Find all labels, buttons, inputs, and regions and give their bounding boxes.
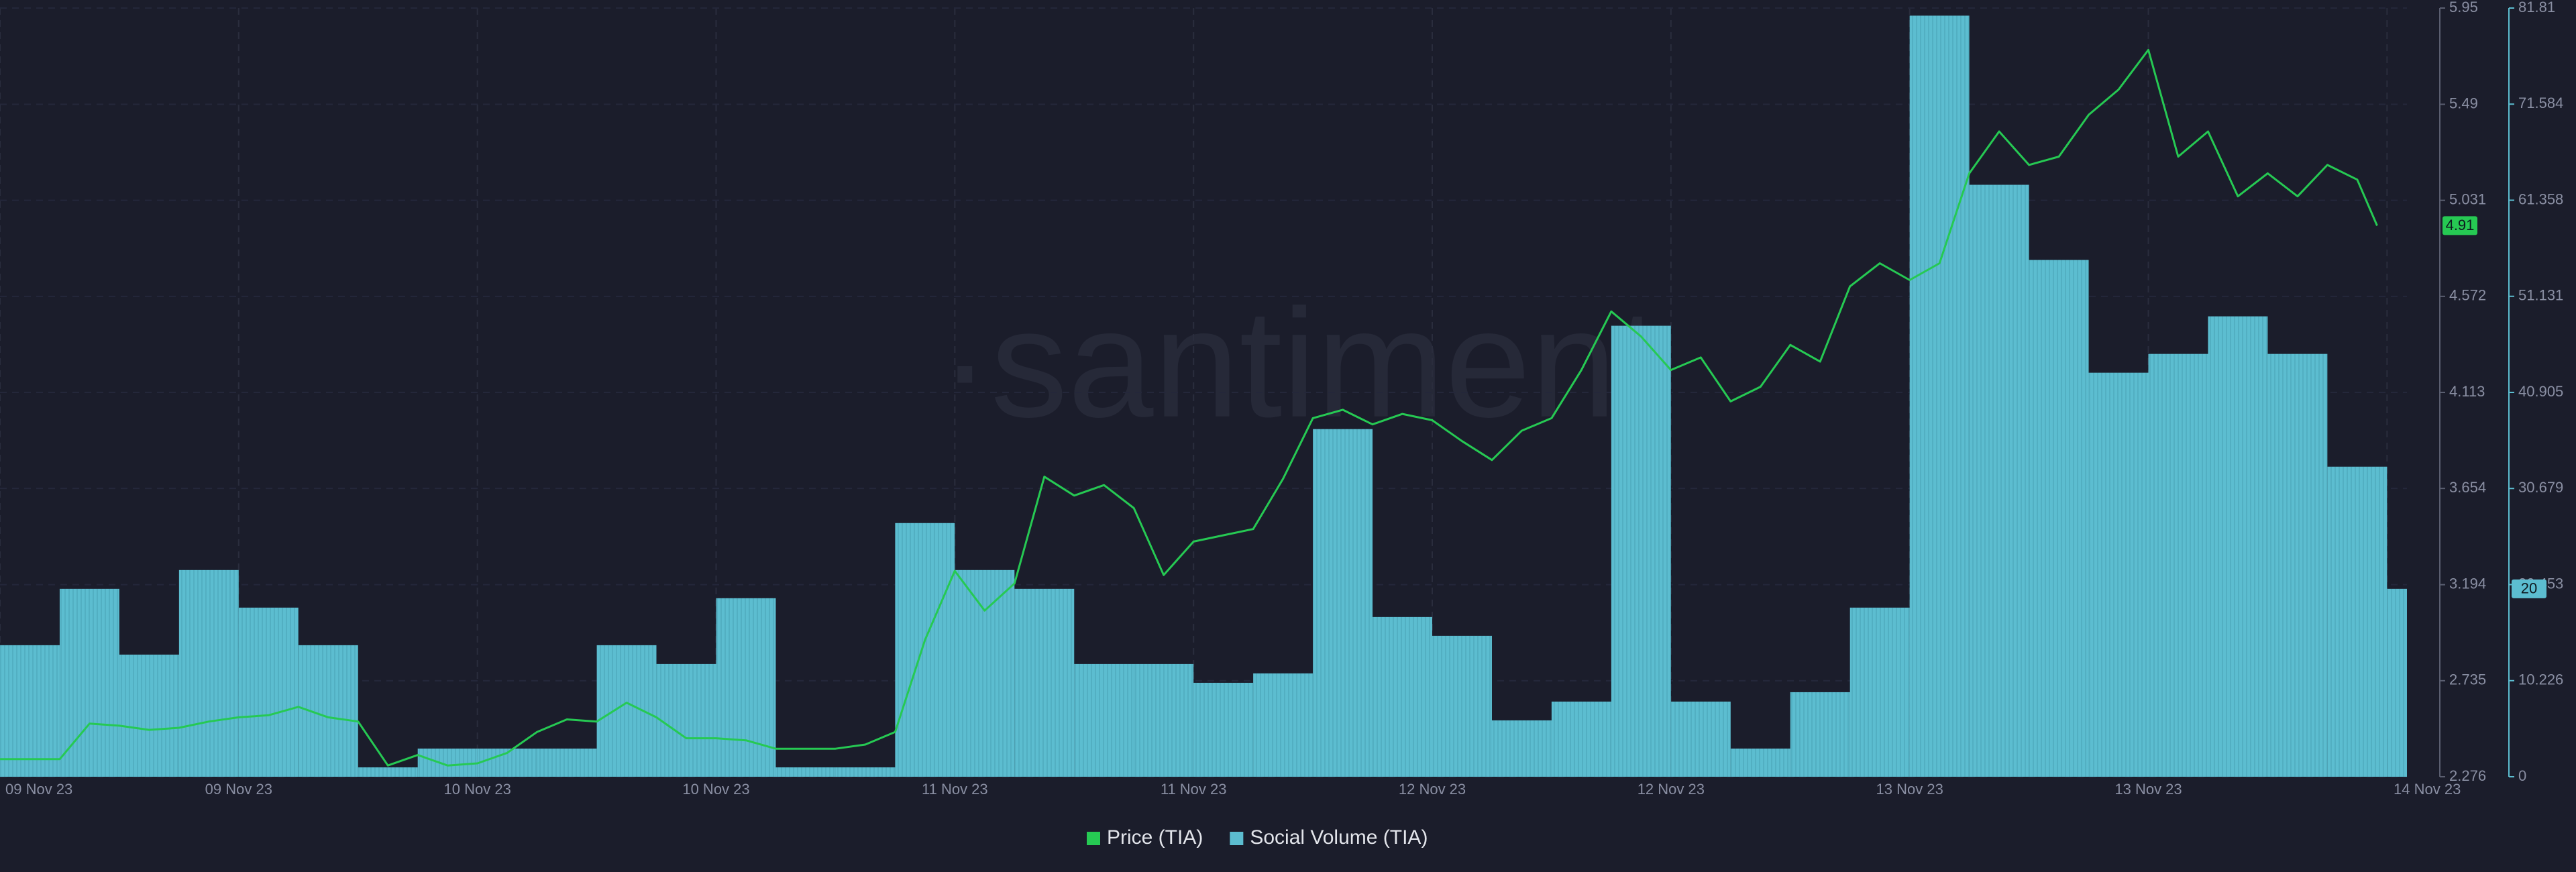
volume-bar	[59, 588, 119, 777]
volume-bar	[775, 767, 836, 777]
y2-tick-label: 10.226	[2518, 671, 2563, 688]
volume-bar	[1730, 748, 1790, 777]
y-tick-label: 5.95	[2449, 0, 2478, 15]
volume-bar	[2267, 353, 2328, 777]
x-tick-label: 13 Nov 23	[2114, 781, 2182, 798]
volume-bar	[1551, 701, 1611, 777]
volume-bar	[537, 748, 597, 777]
volume-bar	[119, 654, 179, 777]
y-tick-label: 3.194	[2449, 575, 2486, 592]
volume-bar	[2387, 588, 2407, 777]
y2-tick-label: 81.81	[2518, 0, 2555, 15]
volume-bar	[2327, 466, 2387, 777]
volume-bar	[1611, 325, 1671, 777]
volume-bar	[2088, 372, 2149, 777]
y-tick-label: 4.572	[2449, 287, 2486, 304]
current-value-badge	[2443, 216, 2477, 235]
volume-bar	[1074, 663, 1134, 777]
volume-bar	[238, 607, 299, 777]
volume-bar	[2148, 353, 2208, 777]
x-tick-label: 09 Nov 23	[5, 781, 72, 798]
y-tick-label: 4.113	[2449, 383, 2485, 400]
volume-bar	[1373, 616, 1433, 777]
y-tick-label: 5.49	[2449, 95, 2478, 111]
y2-tick-label: 0	[2518, 767, 2526, 784]
volume-bar	[1313, 429, 1373, 777]
volume-bar	[656, 663, 716, 777]
volume-bar	[358, 767, 418, 777]
y-tick-label: 2.735	[2449, 671, 2486, 688]
volume-bar	[2029, 260, 2089, 777]
legend-swatch	[1230, 832, 1244, 845]
y2-tick-label: 61.358	[2518, 190, 2563, 207]
volume-bar	[835, 767, 896, 777]
volume-bar	[1849, 607, 1910, 777]
y2-tick-label: 40.905	[2518, 383, 2563, 400]
volume-bar	[1670, 701, 1731, 777]
legend-label: Social Volume (TIA)	[1250, 826, 1428, 849]
volume-bar	[1432, 635, 1492, 777]
x-tick-label: 11 Nov 23	[1161, 781, 1227, 798]
y-tick-label: 3.654	[2449, 479, 2486, 496]
x-tick-label: 10 Nov 23	[682, 781, 749, 798]
x-tick-label: 13 Nov 23	[1876, 781, 1943, 798]
y-tick-label: 5.031	[2449, 190, 2486, 207]
volume-bar	[895, 523, 955, 777]
x-tick-label: 11 Nov 23	[922, 781, 988, 798]
volume-bar	[1134, 663, 1194, 777]
volume-bar	[2208, 316, 2268, 777]
volume-bar	[1491, 720, 1552, 777]
x-tick-label: 09 Nov 23	[205, 781, 272, 798]
current-value-label: 4.91	[2446, 217, 2475, 233]
volume-bar	[716, 598, 776, 777]
current-value-badge	[2512, 579, 2546, 598]
volume-bar	[1790, 692, 1850, 777]
current-value-label: 20	[2521, 580, 2537, 597]
y2-tick-label: 51.131	[2518, 287, 2563, 304]
volume-bar	[1969, 184, 2029, 777]
x-tick-label: 12 Nov 23	[1638, 781, 1705, 798]
x-tick-label: 14 Nov 23	[2394, 781, 2461, 798]
legend-label: Price (TIA)	[1107, 826, 1203, 849]
legend-swatch	[1087, 832, 1100, 845]
price-line	[0, 48, 2378, 767]
volume-bar	[1014, 588, 1075, 777]
volume-bar	[1193, 682, 1254, 777]
y2-tick-label: 71.584	[2518, 95, 2563, 111]
watermark: ·santiment	[939, 277, 1660, 449]
x-tick-label: 12 Nov 23	[1399, 781, 1466, 798]
x-tick-label: 10 Nov 23	[444, 781, 511, 798]
volume-bar	[1909, 15, 1970, 777]
volume-bar	[178, 569, 239, 777]
volume-bar	[955, 569, 1015, 777]
y-tick-label: 2.276	[2449, 767, 2486, 784]
y2-tick-label: 30.679	[2518, 479, 2563, 496]
volume-bar	[596, 645, 657, 777]
volume-bar	[417, 748, 478, 777]
volume-bar	[0, 645, 60, 777]
volume-bar	[1253, 673, 1313, 777]
